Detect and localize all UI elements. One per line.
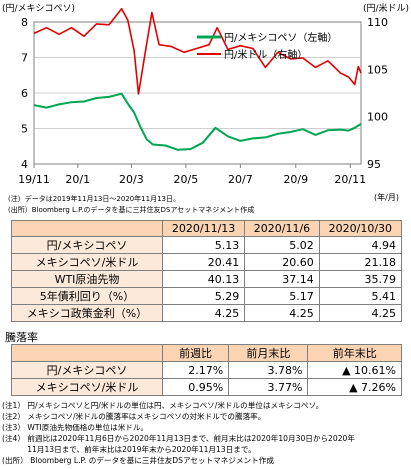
table-cell: 5.17 [244, 287, 320, 305]
series-layer [33, 7, 362, 151]
header-blank-cell [11, 344, 163, 362]
table-cell: ▲ 10.61% [307, 361, 402, 379]
table-row: 円/メキシコペソ 5.13 5.02 4.94 [11, 236, 403, 254]
row-label: WTI原油先物 [11, 270, 163, 288]
footnote: 11月13日まで、前年末比は2019年末から2020年11月13日まで。 [2, 445, 256, 454]
left-tick-label: 6 [21, 87, 28, 100]
table-row: 5年債利回り（%） 5.29 5.17 5.41 [11, 287, 403, 305]
table-cell: 5.41 [318, 287, 403, 305]
header-blank-cell [11, 220, 163, 237]
gridlines [34, 57, 361, 129]
x-tick-label: 20/11 [334, 173, 366, 186]
series-line-usd [33, 7, 362, 95]
table-row: メキシコ政策金利（%） 4.25 4.25 4.25 [11, 304, 403, 322]
row-label: メキシコペソ/米ドル [11, 378, 163, 396]
chart-note-1: (注）データは2019年11月13日～2020年11月13日。 [8, 194, 180, 203]
table-cell: 2.17% [161, 361, 230, 379]
footnote: (注3） WTI原油先物価格の単位は米ドル。 [2, 423, 149, 432]
table-cell: ▲ 7.26% [307, 378, 402, 396]
right-tick-label: 110 [367, 16, 388, 29]
column-header: 前月末比 [228, 344, 309, 362]
row-label: メキシコ政策金利（%） [11, 304, 163, 322]
legend-label-usd: 円/米ドル（右軸） [224, 48, 307, 61]
table-cell: 4.94 [318, 236, 403, 254]
table-cell: 5.13 [161, 236, 246, 254]
footnote: (注2） メキシコペソ/米ドルの騰落率はメキシコペソの対米ドルでの騰落率。 [2, 412, 266, 421]
table-cell: 5.29 [161, 287, 246, 305]
table-cell: 37.14 [244, 270, 320, 288]
x-unit-label: (年/月) [374, 192, 399, 202]
x-tick-label: 20/9 [283, 173, 308, 186]
left-tick-label: 4 [21, 158, 28, 171]
row-label: メキシコペソ/米ドル [11, 253, 163, 271]
right-tick-label: 100 [367, 111, 388, 124]
x-tick-label: 20/3 [119, 173, 144, 186]
change-rate-title: 騰落率 [5, 331, 38, 344]
footnote: (注1） 円/メキシコペソと円/米ドルの単位は円、メキシコペソ/米ドルの単位はメ… [2, 401, 324, 410]
footnote: (出所） Bloomberg L.P. のデータを基に三井住友DSアセットマネジ… [2, 456, 274, 465]
table-cell: 4.25 [318, 304, 403, 322]
x-tick-label: 20/5 [174, 173, 199, 186]
footnote: (注4） 前週比は2020年11月6日から2020年11月13日まで、前月末比は… [2, 434, 355, 443]
x-tick-label: 19/11 [18, 173, 50, 186]
table-row: WTI原油先物 40.13 37.14 35.79 [11, 270, 403, 288]
table-cell: 3.78% [228, 361, 309, 379]
x-tick-label: 20/7 [228, 173, 253, 186]
left-tick-label: 5 [21, 123, 28, 136]
table-cell: 35.79 [318, 270, 403, 288]
series-line-mxn [33, 92, 362, 151]
left-tick-label: 8 [21, 16, 28, 29]
footnotes: (注1） 円/メキシコペソと円/米ドルの単位は円、メキシコペソ/米ドルの単位はメ… [2, 400, 407, 466]
table-row: メキシコペソ/米ドル 20.41 20.60 21.18 [11, 253, 403, 271]
row-label: 5年債利回り（%） [11, 287, 163, 305]
right-tick-label: 95 [367, 158, 381, 171]
table-header-row: 前週比 前月末比 前年末比 [11, 344, 402, 362]
x-tick-label: 20/1 [65, 173, 90, 186]
right-tick-label: 105 [367, 63, 388, 76]
legend: 円/メキシコペソ（左軸） 円/米ドル（右軸） [197, 31, 337, 61]
column-header: 2020/10/30 [318, 220, 403, 237]
column-header: 2020/11/13 [161, 220, 246, 237]
table-cell: 3.77% [228, 378, 309, 396]
table-cell: 20.41 [161, 253, 246, 271]
chart-note-2: (出所）Bloomberg L.P.のデータを基に三井住友DSアセットマネジメン… [8, 205, 254, 214]
column-header: 前年末比 [307, 344, 402, 362]
market-data-table: 2020/11/13 2020/11/6 2020/10/30 円/メキシコペソ… [11, 220, 403, 322]
table-header-row: 2020/11/13 2020/11/6 2020/10/30 [11, 220, 403, 237]
table-cell: 4.25 [161, 304, 246, 322]
column-header: 2020/11/6 [244, 220, 320, 237]
axis-layer: 8 7 6 5 4 110 105 100 95 19/11 20/1 20/3 20/5 20/7 20/… [18, 16, 388, 186]
change-rate-table: 前週比 前月末比 前年末比 円/メキシコペソ 2.17% 3.78% ▲ 10.… [11, 344, 402, 396]
table-cell: 5.02 [244, 236, 320, 254]
table-cell: 4.25 [244, 304, 320, 322]
table-cell: 20.60 [244, 253, 320, 271]
table-row: メキシコペソ/米ドル 0.95% 3.77% ▲ 7.26% [11, 378, 402, 396]
left-tick-label: 7 [21, 52, 28, 65]
column-header: 前週比 [161, 344, 230, 362]
table-cell: 0.95% [161, 378, 230, 396]
row-label: 円/メキシコペソ [11, 236, 163, 254]
table-row: 円/メキシコペソ 2.17% 3.78% ▲ 10.61% [11, 361, 402, 379]
left-axis-label: (円/メキシコペソ) [2, 3, 75, 14]
row-label: 円/メキシコペソ [11, 361, 163, 379]
legend-label-mxn: 円/メキシコペソ（左軸） [224, 31, 337, 44]
table-cell: 21.18 [318, 253, 403, 271]
right-axis-label: (円/米ドル) [363, 2, 409, 14]
exchange-rate-chart: 8 7 6 5 4 110 105 100 95 19/11 20/1 20/3 20/5 20/7 20/… [2, 2, 409, 214]
table-cell: 40.13 [161, 270, 246, 288]
